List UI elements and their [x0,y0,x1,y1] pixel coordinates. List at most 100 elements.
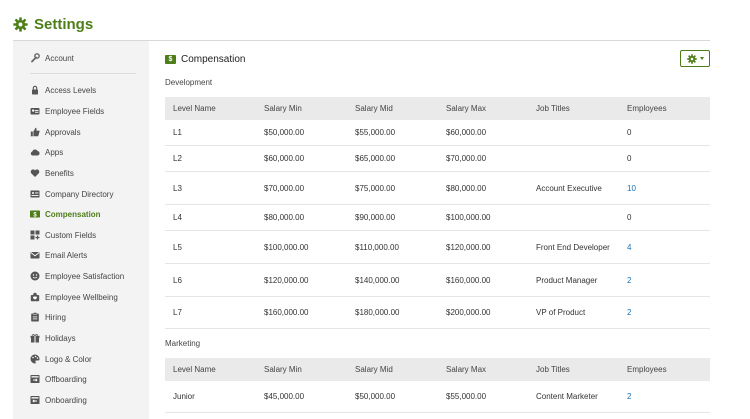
gear-icon [686,53,697,64]
table-cell-employees: 0 [627,213,632,222]
column-header[interactable]: Employees [627,104,667,113]
table-header: Level Name Salary Min Salary Mid Salary Max… [165,97,710,120]
table-cell-min: $45,000.00 [264,392,305,401]
table-cell-max: $100,000.00 [446,213,491,222]
table-cell-employees[interactable]: 4 [627,242,632,252]
table-row[interactable]: L2 $60,000.00 $65,000.00 $70,000.00 0 [165,146,710,172]
table-cell-employees[interactable]: 2 [627,275,632,285]
money-icon: $ [30,210,40,218]
table-row[interactable]: L1 $50,000.00 $55,000.00 $60,000.00 0 [165,120,710,146]
sidebar-item-holidays[interactable]: Holidays [30,331,76,345]
table-cell-titles: Content Marketer [536,392,598,401]
envelope-icon [30,252,40,259]
sidebar-item-label: Apps [45,147,64,157]
compensation-table: Level Name Salary Min Salary Mid Salary Max… [165,97,710,329]
column-header[interactable]: Salary Max [446,104,487,113]
table-cell-level: L5 [173,242,182,252]
sidebar-item-onboarding[interactable]: Onboarding [30,393,87,407]
table-row[interactable]: Junior $45,000.00 $50,000.00 $55,000.00 Cont… [165,381,710,413]
sidebar-item-employee-satisfaction[interactable]: Employee Satisfaction [30,269,124,283]
sidebar-item-account[interactable]: Account [30,51,74,65]
table-cell-mid: $55,000.00 [355,128,396,137]
main-content: $ Compensation Development Level Name Sala… [165,41,710,419]
sidebar-item-apps[interactable]: Apps [30,145,63,159]
column-header[interactable]: Level Name [173,104,216,113]
sidebar-item-access-levels[interactable]: Access Levels [30,83,96,97]
table-row[interactable]: L3 $70,000.00 $75,000.00 $80,000.00 Account … [165,172,710,205]
sidebar-divider [30,73,136,74]
table-row[interactable]: L4 $80,000.00 $90,000.00 $100,000.00 0 [165,205,710,231]
table-row[interactable]: L6 $120,000.00 $140,000.00 $160,000.00 Produ… [165,264,710,297]
group-label: Marketing [165,339,201,348]
table-cell-min: $120,000.00 [264,275,309,285]
column-header[interactable]: Job Titles [536,365,570,374]
table-cell-employees[interactable]: 10 [627,183,636,193]
table-cell-titles: VP of Product [536,308,586,317]
table-cell-titles: Product Manager [536,275,598,285]
onboarding-icon [30,396,40,404]
wellbeing-icon [30,292,40,302]
table-cell-min: $160,000.00 [264,308,309,317]
gear-icon [13,16,28,32]
table-cell-min: $100,000.00 [264,242,309,252]
table-cell-max: $55,000.00 [446,392,487,401]
table-cell-titles: Front End Developer [536,242,610,252]
table-cell-max: $70,000.00 [446,154,487,163]
table-cell-level: L4 [173,213,182,222]
column-header[interactable]: Salary Max [446,365,487,374]
address-book-icon [30,190,40,198]
table-cell-mid: $65,000.00 [355,154,396,163]
sidebar-item-label: Custom Fields [45,230,97,240]
column-header[interactable]: Employees [627,365,667,374]
offboarding-icon [30,375,40,383]
table-cell-mid: $75,000.00 [355,183,396,193]
gift-icon [30,334,40,343]
settings-sidebar: Account Access Levels Employee Fields Appro… [13,41,149,419]
table-cell-mid: $110,000.00 [355,242,399,252]
sidebar-item-employee-wellbeing[interactable]: Employee Wellbeing [30,290,118,304]
group-label: Development [165,78,213,87]
table-cell-level: L2 [173,154,182,163]
sidebar-item-custom-fields[interactable]: Custom Fields [30,228,96,242]
table-cell-mid: $50,000.00 [355,392,396,401]
table-cell-employees[interactable]: 2 [627,308,632,317]
table-cell-level: L6 [173,275,182,285]
column-header[interactable]: Level Name [173,365,216,374]
sidebar-item-logo-color[interactable]: Logo & Color [30,352,92,366]
sidebar-item-employee-fields[interactable]: Employee Fields [30,104,104,118]
table-header: Level Name Salary Min Salary Mid Salary Max… [165,358,710,381]
id-card-icon [30,108,40,115]
table-cell-level: L7 [173,308,182,317]
sidebar-item-label: Benefits [45,168,74,178]
sidebar-item-company-directory[interactable]: Company Directory [30,187,113,201]
table-row[interactable]: L5 $100,000.00 $110,000.00 $120,000.00 Front… [165,231,710,264]
table-cell-min: $60,000.00 [264,154,305,163]
palette-icon [30,354,40,364]
table-cell-employees[interactable]: 2 [627,392,632,401]
sidebar-item-label: Employee Satisfaction [45,271,125,281]
table-cell-max: $60,000.00 [446,128,487,137]
money-icon: $ [165,54,176,64]
settings-gear-button[interactable] [680,50,710,67]
column-header[interactable]: Salary Min [264,365,302,374]
sidebar-item-offboarding[interactable]: Offboarding [30,372,87,386]
sidebar-item-label: Email Alerts [45,250,88,260]
table-cell-mid: $180,000.00 [355,308,400,317]
sidebar-item-compensation[interactable]: $ Compensation [30,207,101,221]
column-header[interactable]: Salary Mid [355,104,393,113]
table-cell-titles: Account Executive [536,183,602,193]
table-cell-max: $200,000.00 [446,308,491,317]
column-header[interactable]: Salary Min [264,104,302,113]
table-row[interactable]: L7 $160,000.00 $180,000.00 $200,000.00 VP of… [165,297,710,329]
sidebar-item-email-alerts[interactable]: Email Alerts [30,248,87,262]
sidebar-item-hiring[interactable]: Hiring [30,310,66,324]
sidebar-item-label: Employee Wellbeing [45,292,118,302]
sidebar-item-approvals[interactable]: Approvals [30,125,81,139]
column-header[interactable]: Job Titles [536,104,570,113]
sidebar-item-label: Offboarding [45,374,87,384]
sidebar-item-label: Approvals [45,127,81,137]
page-header: Settings [13,13,93,35]
sidebar-item-benefits[interactable]: Benefits [30,166,74,180]
section-title-label: Compensation [181,53,246,65]
column-header[interactable]: Salary Mid [355,365,393,374]
